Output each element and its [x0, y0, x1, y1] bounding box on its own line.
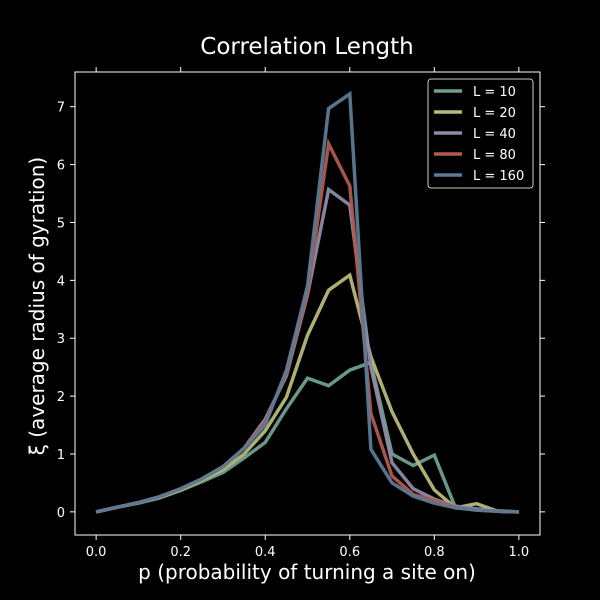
legend-label-4: L = 80	[473, 148, 516, 163]
y-tick-label: 3	[57, 332, 65, 347]
legend-label-5: L = 160	[473, 169, 524, 184]
legend-label-3: L = 40	[473, 127, 516, 142]
legend-label-1: L = 10	[473, 85, 516, 100]
x-tick-label: 0.0	[86, 545, 107, 560]
plot-frame	[74, 71, 541, 536]
x-tick-label: 0.4	[255, 545, 276, 560]
x-tick-label: 0.2	[170, 545, 191, 560]
x-tick-label: 0.8	[424, 545, 445, 560]
x-tick-label: 0.6	[339, 545, 360, 560]
y-tick-label: 6	[57, 159, 65, 174]
y-tick-label: 1	[57, 448, 65, 463]
y-tick-label: 4	[57, 274, 65, 289]
y-tick-label: 7	[57, 101, 65, 116]
series-line-5	[95, 90, 519, 514]
y-tick-label: 5	[57, 216, 65, 231]
x-tick-label: 1.0	[509, 545, 530, 560]
chart-title: Correlation Length	[200, 34, 413, 60]
y-axis-label: ξ (average radius of gyration)	[25, 157, 49, 456]
y-tick-label: 0	[57, 506, 65, 521]
legend-box	[427, 78, 534, 189]
y-tick-label: 2	[57, 390, 65, 405]
legend-label-2: L = 20	[473, 106, 516, 121]
x-axis-label: p (probability of turning a site on)	[138, 560, 476, 584]
